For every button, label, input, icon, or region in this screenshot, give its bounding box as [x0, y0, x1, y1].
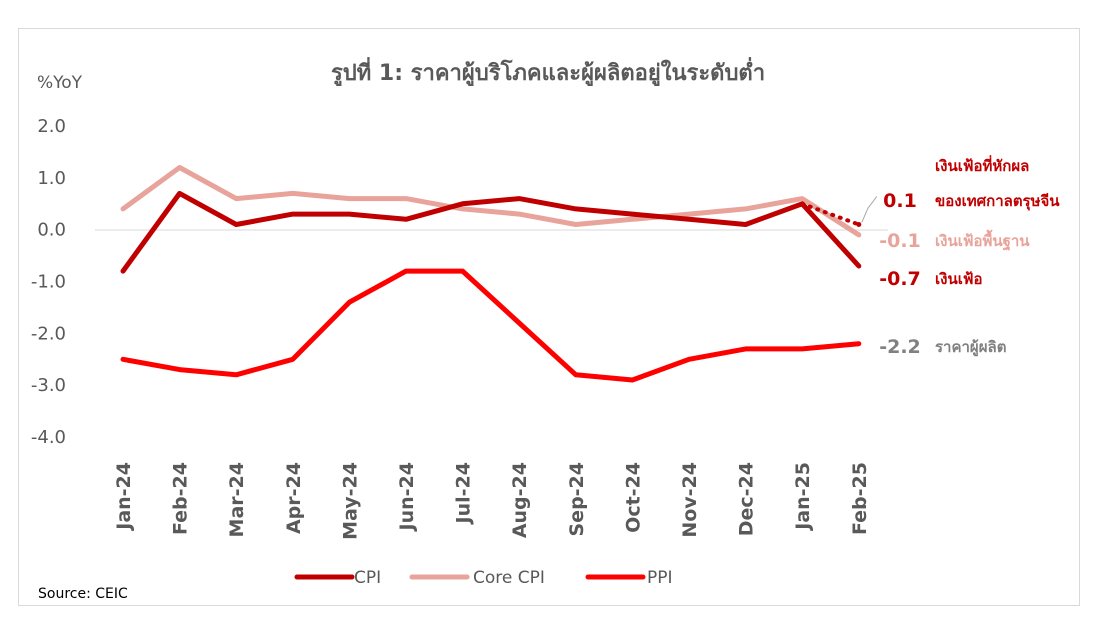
legend-label: CPI	[354, 568, 381, 588]
x-tick-label: Dec-24	[736, 462, 758, 536]
x-tick-label: Sep-24	[566, 462, 588, 537]
annotation-text: เงินเฟ้อ	[935, 270, 982, 288]
x-tick-label: Oct-24	[622, 462, 644, 533]
annotation-value: -0.7	[879, 268, 921, 290]
x-tick-label: Jul-24	[453, 462, 475, 525]
y-tick-label: -2.0	[31, 323, 66, 344]
series-line-cpi	[120, 190, 862, 274]
y-tick-label: -4.0	[31, 427, 66, 448]
x-tick-label: Apr-24	[283, 462, 305, 534]
annotation-value: -0.1	[879, 230, 921, 252]
x-tick-label: Nov-24	[679, 462, 701, 538]
legend-label: PPI	[647, 568, 673, 588]
x-tick-label: Jan-25	[792, 462, 814, 532]
x-tick-label: Feb-24	[170, 462, 192, 535]
y-tick-label: 2.0	[37, 116, 66, 137]
y-axis-label: %YoY	[37, 73, 83, 93]
x-tick-label: May-24	[339, 462, 361, 540]
annotation-text: ของเทศกาลตรุษจีน	[935, 192, 1060, 211]
series-lines	[120, 165, 862, 383]
legend-label: Core CPI	[473, 568, 545, 588]
x-tick-labels: Jan-24 Feb-24 Mar-24 Apr-24 May-24 Jun-24 Jul-…	[113, 462, 871, 540]
annotation-value: 0.1	[883, 190, 917, 212]
y-tick-label: -1.0	[31, 272, 66, 293]
extra-point-marker	[856, 221, 862, 227]
y-tick-label: -3.0	[31, 375, 66, 396]
chart-frame	[18, 28, 1080, 606]
annotation-text: เงินเฟ้อที่หักผล	[935, 155, 1029, 175]
y-tick-labels: 2.0 1.0 0.0 -1.0 -2.0 -3.0 -4.0	[31, 116, 66, 448]
source-note: Source: CEIC	[38, 586, 128, 602]
x-tick-label: Jun-24	[396, 462, 418, 532]
extra-point-dotted-line	[800, 201, 861, 227]
x-tick-label: Jan-24	[113, 462, 135, 532]
annotation-text: เงินเฟ้อพื้นฐาน	[935, 229, 1030, 251]
annotation-value: -2.2	[879, 336, 921, 358]
y-tick-label: 0.0	[37, 220, 66, 241]
legend: CPI Core CPI PPI	[294, 568, 673, 588]
series-line-core-cpi	[120, 165, 862, 238]
y-tick-label: 1.0	[37, 168, 66, 189]
annotation-leader-line	[861, 196, 878, 223]
annotation-text: ราคาผู้ผลิต	[935, 338, 1006, 357]
chart-title: รูปที่ 1: ราคาผู้บริโภคและผู้ผลิตอยู่ในร…	[331, 56, 765, 87]
series-line-ppi	[120, 268, 862, 383]
x-tick-label: Aug-24	[509, 462, 531, 538]
x-tick-label: Mar-24	[226, 462, 248, 537]
x-tick-label: Feb-25	[849, 462, 871, 535]
